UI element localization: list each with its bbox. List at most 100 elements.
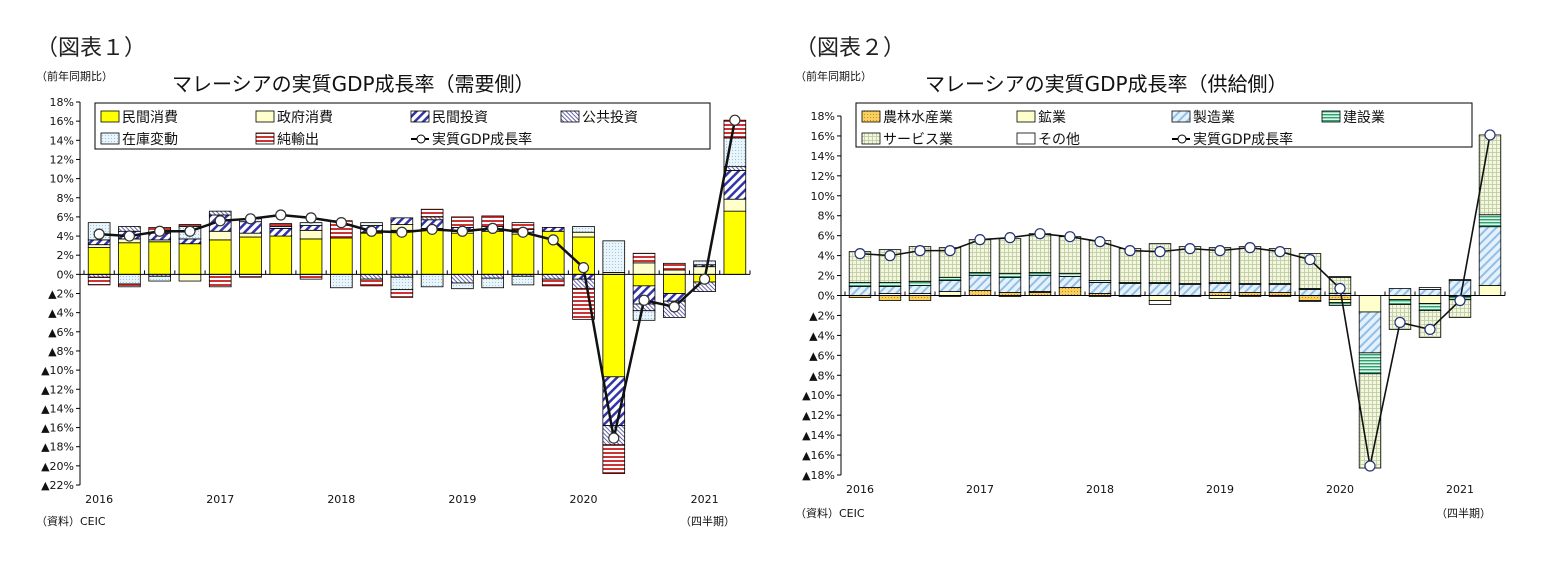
bar-segment [1088, 282, 1112, 294]
bar-segment [1328, 295, 1352, 300]
bar-segment [511, 275, 535, 286]
y-tick-label: 18% [811, 110, 835, 123]
legend-swatch [255, 110, 275, 123]
bar-segment [178, 243, 202, 275]
legend-label: 製造業 [1193, 110, 1235, 126]
bar-segment [420, 229, 444, 275]
bar-segment [330, 237, 353, 275]
chart-1: 18% 16% 14% 12% 10% 8% 6% 4% 2% 0% ▲2% ▲4% ▲6% ▲8% ▲10… [41, 96, 751, 506]
legend-label: 建設業 [1343, 110, 1385, 126]
bar-segment [481, 273, 504, 279]
chart-2: 18% 16% 14% 12% 10% 8% 6% 4% 2% 0% ▲2% ▲4% ▲6% ▲8% ▲10… [802, 102, 1506, 496]
legend-swatch [410, 110, 430, 123]
gdp-point [426, 223, 438, 235]
bar-segment [848, 286, 872, 296]
bar-segment [723, 198, 747, 212]
x-year-label: 2017 [206, 493, 234, 506]
y-tick-label: ▲20% [41, 460, 74, 473]
unit-label-2: （前年同期比） [795, 70, 872, 83]
bar-segment [541, 227, 565, 232]
bar-segment [541, 278, 565, 287]
bar-segment [632, 262, 656, 275]
bar-segment [1058, 273, 1082, 277]
bar-segment [208, 230, 232, 241]
source-label-1: （資料）CEIC [36, 515, 106, 528]
bar-segment [938, 277, 962, 281]
bar-segment [572, 278, 595, 290]
y-tick-label: ▲16% [41, 422, 74, 435]
y-tick-label: 6% [818, 230, 835, 243]
y-tick-label: 12% [811, 170, 835, 183]
bar-segment [1478, 226, 1502, 286]
y-tick-label: 14% [50, 134, 74, 147]
bar-segment [1478, 214, 1502, 228]
bar-segment [420, 273, 444, 288]
bar-segment [87, 247, 111, 275]
bar-segment [451, 282, 474, 290]
y-tick-label: 18% [50, 96, 74, 109]
bar-segment [390, 217, 414, 225]
chart-title-1: マレーシアの実質GDP成長率（需要側） [172, 72, 535, 96]
bar-segment [663, 269, 686, 275]
y-tick-label: ▲18% [41, 441, 74, 454]
bar-segment [511, 233, 535, 275]
bar-segment [1178, 284, 1202, 296]
x-year-label: 2019 [448, 493, 476, 506]
bar-segment [663, 273, 686, 294]
bar-segment [1328, 299, 1352, 303]
legend-label: 民間投資 [432, 110, 488, 126]
bar-segment [1418, 287, 1442, 290]
gdp-point [1034, 228, 1046, 240]
gdp-point [517, 226, 529, 238]
legend-swatch [560, 110, 580, 123]
x-year-label: 2017 [966, 483, 994, 496]
y-tick-label: ▲14% [41, 402, 74, 415]
bar-segment [723, 170, 747, 200]
bar-segment [878, 286, 902, 294]
gdp-point [1184, 243, 1196, 255]
bar-segment [1448, 280, 1472, 296]
bar-segment [572, 226, 595, 233]
x-year-label: 2020 [1326, 483, 1354, 496]
gdp-point [1154, 246, 1166, 258]
bar-segment [968, 290, 992, 296]
bar-segment [878, 282, 902, 287]
bar-segment [481, 277, 504, 289]
y-tick-label: ▲4% [809, 329, 835, 342]
period-label-2: （四半期） [1436, 507, 1491, 520]
gdp-point [1244, 242, 1256, 254]
y-tick-label: ▲2% [809, 309, 835, 322]
gdp-point [698, 273, 711, 285]
bar-segment [908, 281, 932, 286]
y-tick-label: ▲16% [802, 449, 835, 462]
bar-segment [848, 282, 872, 287]
bar-segment [269, 235, 293, 275]
period-label-1: （四半期） [680, 515, 735, 528]
bar-segment [1418, 289, 1442, 296]
bar-segment [938, 291, 962, 296]
gdp-point [396, 226, 408, 238]
legend-swatch [1016, 110, 1036, 123]
bar-segment [723, 210, 747, 275]
legend-label: 鉱業 [1038, 109, 1066, 126]
gdp-point [1004, 232, 1016, 244]
x-year-label: 2018 [1086, 483, 1114, 496]
gdp-point [608, 432, 620, 444]
bar-segment [1148, 283, 1172, 296]
y-tick-label: 8% [818, 210, 835, 223]
figure-label-1: （図表１） [36, 36, 147, 61]
bar-segment [908, 285, 932, 294]
y-tick-label: ▲8% [809, 369, 835, 382]
y-tick-label: 8% [57, 192, 74, 205]
legend-label: 政府消費 [277, 110, 333, 126]
bar-segment [451, 232, 474, 275]
bar-segment [968, 272, 992, 276]
bar-segment [968, 275, 992, 291]
y-tick-label: ▲2% [48, 288, 74, 301]
gdp-point [365, 225, 378, 237]
legend-label: 公共投資 [582, 110, 638, 126]
gdp-point [1304, 254, 1316, 266]
legend-label: 民間消費 [122, 110, 178, 126]
